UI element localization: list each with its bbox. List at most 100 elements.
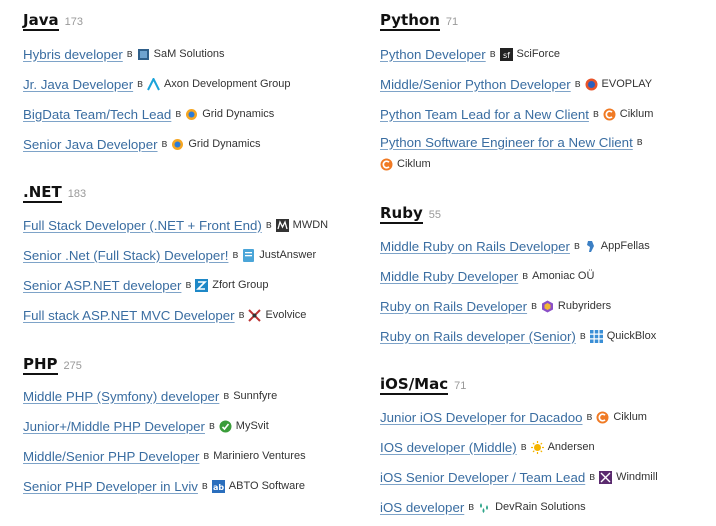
job-title-link[interactable]: Full stack ASP.NET MVC Developer <box>23 307 235 323</box>
appfellas-logo-icon <box>584 240 597 253</box>
abto-logo-icon: ab <box>211 479 225 493</box>
job-item: IOS developer (Middle) в Andersen <box>380 439 595 455</box>
company-name[interactable]: MySvit <box>235 420 269 432</box>
job-title-link[interactable]: Junior iOS Developer for Dacadoo <box>380 409 583 425</box>
job-title-link[interactable]: Ruby on Rails Developer <box>380 298 528 314</box>
grid-dynamics-logo-icon <box>185 108 198 121</box>
job-title-link[interactable]: Middle/Senior PHP Developer <box>23 448 200 464</box>
company-name[interactable]: JustAnswer <box>259 249 317 261</box>
job-item: Senior .Net (Full Stack) Developer! в Just… <box>23 247 317 263</box>
job-item: Senior ASP.NET developer в Zfort Group <box>23 277 269 293</box>
company-name[interactable]: Andersen <box>547 441 595 453</box>
job-item: Hybris developer в SaM Solutions <box>23 46 225 62</box>
section-count: 173 <box>64 16 83 28</box>
company-name[interactable]: Grid Dynamics <box>202 108 275 120</box>
job-title-link[interactable]: Middle/Senior Python Developer <box>380 76 571 92</box>
rubyriders-logo-icon <box>541 300 554 313</box>
job-item: Senior Java Developer в Grid Dynamics <box>23 136 261 152</box>
job-item: Junior+/Middle PHP Developer в MySvit <box>23 418 269 434</box>
company-name[interactable]: Rubyriders <box>557 300 612 312</box>
section-dotnet: .NET 183 <box>23 184 86 206</box>
job-title-link[interactable]: Python Team Lead for a New Client <box>380 106 589 122</box>
job-item: Ruby on Rails Developer в Rubyriders <box>380 298 612 314</box>
job-title-link[interactable]: Senior PHP Developer in Lviv <box>23 478 198 494</box>
job-item: Full Stack Developer (.NET + Front End) в… <box>23 217 329 233</box>
company-name[interactable]: MWDN <box>292 219 329 231</box>
company-name[interactable]: SaM Solutions <box>153 48 225 60</box>
job-item: iOS Senior Developer / Team Lead в Windmil… <box>380 469 658 485</box>
job-title-link[interactable]: Python Software Engineer for a New Clien… <box>380 134 633 150</box>
section-title[interactable]: Java <box>23 11 59 31</box>
section-title[interactable]: iOS/Mac <box>380 375 449 395</box>
job-title-link[interactable]: Middle PHP (Symfony) developer <box>23 388 220 404</box>
sciforce-logo-icon: sf <box>499 47 513 61</box>
job-item: Jr. Java Developer в Axon Development Grou… <box>23 76 291 92</box>
job-title-link[interactable]: Python Developer <box>380 46 486 62</box>
job-title-link[interactable]: Senior ASP.NET developer <box>23 277 182 293</box>
section-java: Java 173 <box>23 12 83 34</box>
company-name[interactable]: AppFellas <box>600 240 650 252</box>
svg-text:ab: ab <box>213 483 224 492</box>
company-name[interactable]: Windmill <box>616 471 658 483</box>
section-title[interactable]: Ruby <box>380 204 423 224</box>
company-name[interactable]: Ciklum <box>397 158 431 170</box>
company-name[interactable]: Mariniero Ventures <box>213 450 306 462</box>
company-name[interactable]: Amoniac OÜ <box>532 270 595 282</box>
job-item: Junior iOS Developer for Dacadoo в Ciklum <box>380 409 647 425</box>
job-title-link[interactable]: Junior+/Middle PHP Developer <box>23 418 205 434</box>
job-item: Python Developer в sf SciForce <box>380 46 560 62</box>
job-item: Middle/Senior Python Developer в EVOPLAY <box>380 76 653 92</box>
section-title[interactable]: Python <box>380 11 440 31</box>
job-title-link[interactable]: IOS developer (Middle) <box>380 439 517 455</box>
job-item: Middle Ruby Developer в Amoniac OÜ <box>380 268 595 284</box>
company-name[interactable]: EVOPLAY <box>601 78 653 90</box>
job-title-link[interactable]: Jr. Java Developer <box>23 76 134 92</box>
company-name[interactable]: Zfort Group <box>212 279 269 291</box>
job-title-link[interactable]: iOS developer <box>380 499 465 515</box>
company-name[interactable]: DevRain Solutions <box>495 501 586 513</box>
svg-text:sf: sf <box>503 51 510 60</box>
company-name[interactable]: Sunnfyre <box>233 390 278 402</box>
ciklum-logo-icon <box>603 108 616 121</box>
job-title-link[interactable]: Ruby on Rails developer (Senior) <box>380 328 576 344</box>
ciklum-logo-icon <box>596 411 609 424</box>
section-count: 71 <box>454 380 467 392</box>
section-ruby: Ruby 55 <box>380 205 441 227</box>
job-title-link[interactable]: Senior Java Developer <box>23 136 158 152</box>
company-name[interactable]: QuickBlox <box>606 330 657 342</box>
section-count: 275 <box>63 360 82 372</box>
section-php: PHP 275 <box>23 356 82 378</box>
job-item: Middle PHP (Symfony) developer в Sunnfyre <box>23 388 278 404</box>
company-name[interactable]: ABTO Software <box>228 480 305 492</box>
job-item: Python Software Engineer for a New Clien… <box>380 134 643 171</box>
job-title-link[interactable]: Middle Ruby Developer <box>380 268 519 284</box>
section-title[interactable]: .NET <box>23 183 62 203</box>
company-name[interactable]: Evolvice <box>265 309 307 321</box>
windmill-logo-icon <box>599 470 613 484</box>
job-title-link[interactable]: Senior .Net (Full Stack) Developer! <box>23 247 229 263</box>
job-item: Middle Ruby on Rails Developer в AppFellas <box>380 238 650 254</box>
company-name[interactable]: Ciklum <box>619 108 654 120</box>
job-item: Middle/Senior PHP Developer в Mariniero Ve… <box>23 448 306 464</box>
job-item: BigData Team/Tech Lead в Grid Dynamics <box>23 106 275 122</box>
andersen-logo-icon <box>530 440 544 454</box>
job-title-link[interactable]: iOS Senior Developer / Team Lead <box>380 469 586 485</box>
job-title-link[interactable]: Full Stack Developer (.NET + Front End) <box>23 217 262 233</box>
company-name[interactable]: Axon Development Group <box>163 78 291 90</box>
job-title-link[interactable]: BigData Team/Tech Lead <box>23 106 172 122</box>
company-name[interactable]: Grid Dynamics <box>188 138 261 150</box>
section-count: 55 <box>428 209 441 221</box>
job-item: Full stack ASP.NET MVC Developer в Evolvic… <box>23 307 307 323</box>
job-title-link[interactable]: Hybris developer <box>23 46 123 62</box>
company-name[interactable]: SciForce <box>516 48 560 60</box>
job-item: iOS developer в DevRain Solutions <box>380 499 586 515</box>
job-title-link[interactable]: Middle Ruby on Rails Developer <box>380 238 570 254</box>
section-title[interactable]: PHP <box>23 355 58 375</box>
mwdn-logo-icon <box>275 218 289 232</box>
job-item: Senior PHP Developer in Lviv в ab ABTO Soft… <box>23 478 305 494</box>
ciklum-logo-icon <box>380 158 393 171</box>
company-name[interactable]: Ciklum <box>613 411 647 423</box>
quickblox-logo-icon <box>589 329 603 343</box>
mysvit-logo-icon <box>219 420 232 433</box>
devrain-logo-icon <box>478 501 491 514</box>
